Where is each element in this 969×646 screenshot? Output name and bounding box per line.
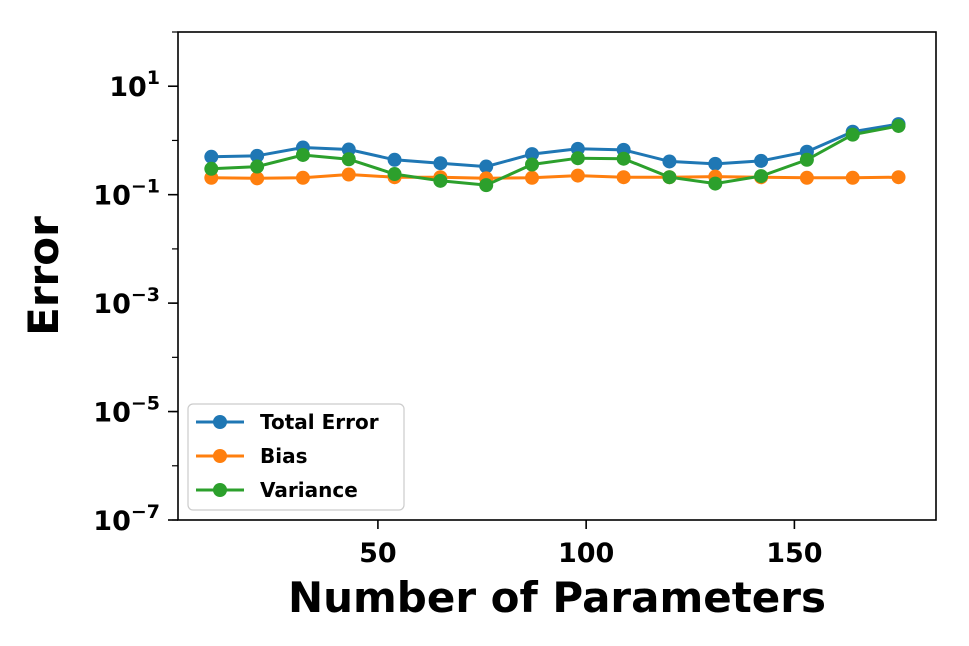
legend-item-total-error: Total Error	[196, 410, 379, 434]
data-point-total-error	[433, 156, 448, 171]
y-tick-label: 10−1	[93, 176, 160, 212]
data-point-total-error	[204, 149, 219, 164]
x-axis-title: Number of Parameters	[288, 573, 826, 622]
data-point-variance	[662, 170, 677, 185]
data-point-variance	[891, 118, 906, 133]
legend-marker-total-error	[213, 415, 227, 429]
data-point-variance	[799, 152, 814, 167]
series-variance	[204, 118, 906, 193]
y-tick-label: 10−7	[93, 501, 160, 537]
data-point-bias	[845, 170, 860, 185]
data-point-variance	[387, 167, 402, 182]
legend-box	[187, 403, 405, 511]
y-axis: 101 10−1 10−3 10−5 10−7	[93, 31, 178, 537]
data-point-variance	[845, 127, 860, 142]
plot-frame	[177, 31, 937, 521]
data-point-bias	[295, 170, 310, 185]
data-point-variance	[433, 173, 448, 188]
data-point-variance	[708, 176, 723, 191]
x-tick-label: 150	[766, 538, 822, 569]
data-point-bias	[616, 170, 631, 185]
legend: Total Error Bias Variance	[187, 403, 405, 511]
data-point-variance	[616, 151, 631, 166]
data-point-bias	[799, 170, 814, 185]
data-point-variance	[204, 161, 219, 176]
data-point-total-error	[250, 148, 265, 163]
data-point-variance	[570, 151, 585, 166]
series-bias	[204, 167, 906, 186]
data-point-total-error	[754, 153, 769, 168]
plot-marks	[204, 117, 906, 193]
series-total-error	[204, 117, 906, 174]
series-line-bias	[211, 172, 899, 180]
y-tick-label: 10−5	[93, 393, 160, 429]
data-point-variance	[525, 157, 540, 172]
legend-label-bias: Bias	[260, 444, 308, 468]
data-point-bias	[525, 170, 540, 185]
data-point-variance	[295, 147, 310, 162]
y-axis-title: Error	[19, 216, 68, 336]
data-point-total-error	[708, 156, 723, 171]
data-point-bias	[570, 168, 585, 183]
legend-label-variance: Variance	[260, 478, 358, 502]
y-tick-label: 101	[109, 67, 160, 103]
x-tick-label: 100	[558, 538, 614, 569]
legend-item-variance: Variance	[196, 478, 358, 502]
data-point-variance	[250, 159, 265, 174]
legend-marker-variance	[213, 483, 227, 497]
series-line-total-error	[211, 122, 899, 169]
x-axis: 50 100 150	[359, 520, 823, 569]
data-point-variance	[341, 152, 356, 167]
data-point-bias	[250, 171, 265, 186]
data-point-total-error	[341, 142, 356, 157]
data-point-variance	[754, 169, 769, 184]
data-point-total-error	[479, 159, 494, 174]
data-point-total-error	[662, 154, 677, 169]
legend-item-bias: Bias	[196, 444, 308, 468]
data-point-bias	[341, 167, 356, 182]
x-tick-label: 50	[359, 538, 397, 569]
data-point-total-error	[525, 147, 540, 162]
series-line-variance	[211, 124, 899, 187]
legend-marker-bias	[213, 449, 227, 463]
legend-label-total-error: Total Error	[260, 410, 379, 434]
y-tick-label: 10−3	[93, 284, 160, 320]
data-point-total-error	[387, 152, 402, 167]
data-point-variance	[479, 178, 494, 193]
data-point-bias	[891, 170, 906, 185]
